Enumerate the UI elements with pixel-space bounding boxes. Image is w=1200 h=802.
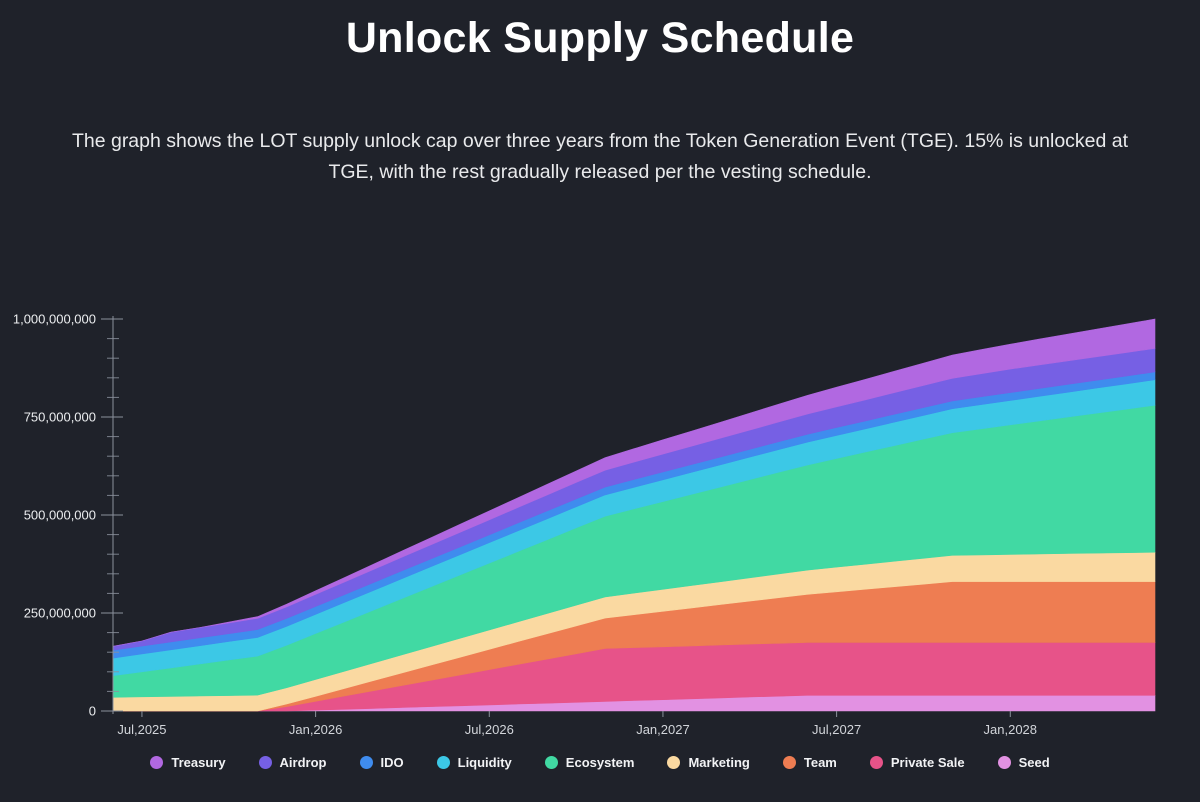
legend-item-seed: Seed <box>997 755 1050 770</box>
legend-item-marketing: Marketing <box>667 755 750 770</box>
legend-dot-icon <box>997 756 1011 769</box>
legend-label: IDO <box>380 755 404 770</box>
legend-label: Marketing <box>688 755 750 770</box>
y-tick-label: 750,000,000 <box>24 410 96 425</box>
x-tick-label: Jul,2025 <box>117 722 166 737</box>
legend-label: Liquidity <box>457 755 512 770</box>
legend-dot-icon <box>150 756 164 769</box>
y-tick-label: 1,000,000,000 <box>13 312 96 327</box>
legend-label: Seed <box>1018 755 1050 770</box>
legend-item-private-sale: Private Sale <box>869 755 965 770</box>
legend-item-team: Team <box>782 755 837 770</box>
legend-label: Team <box>803 755 837 770</box>
x-tick-label: Jan,2026 <box>289 722 343 737</box>
legend-dot-icon <box>359 756 373 769</box>
x-tick-label: Jul,2027 <box>812 722 861 737</box>
area-band-treasury <box>112 318 1156 647</box>
legend-item-ido: IDO <box>359 755 404 770</box>
y-tick-label: 0 <box>89 704 96 719</box>
page-description: The graph shows the LOT supply unlock ca… <box>71 130 1129 183</box>
legend-dot-icon <box>869 756 883 769</box>
legend-label: Ecosystem <box>565 755 635 770</box>
legend-label: Treasury <box>171 755 226 770</box>
page-title: Unlock Supply Schedule <box>345 14 855 62</box>
y-tick-label: 500,000,000 <box>24 508 96 523</box>
legend-dot-icon <box>544 756 558 769</box>
x-tick-label: Jul,2026 <box>465 722 514 737</box>
chart-legend: Treasury Airdrop IDO Liquidity Ecosystem Mark… <box>0 755 1200 770</box>
x-tick-label: Jan,2027 <box>636 722 690 737</box>
x-tick-label: Jan,2028 <box>984 722 1038 737</box>
legend-dot-icon <box>667 756 681 769</box>
legend-label: Airdrop <box>279 755 327 770</box>
legend-item-liquidity: Liquidity <box>436 755 512 770</box>
legend-dot-icon <box>258 756 272 769</box>
legend-label: Private Sale <box>890 755 965 770</box>
legend-item-treasury: Treasury <box>150 755 226 770</box>
y-tick-label: 250,000,000 <box>24 606 96 621</box>
legend-dot-icon <box>782 756 796 769</box>
legend-dot-icon <box>436 756 450 769</box>
legend-item-ecosystem: Ecosystem <box>544 755 635 770</box>
legend-item-airdrop: Airdrop <box>258 755 327 770</box>
